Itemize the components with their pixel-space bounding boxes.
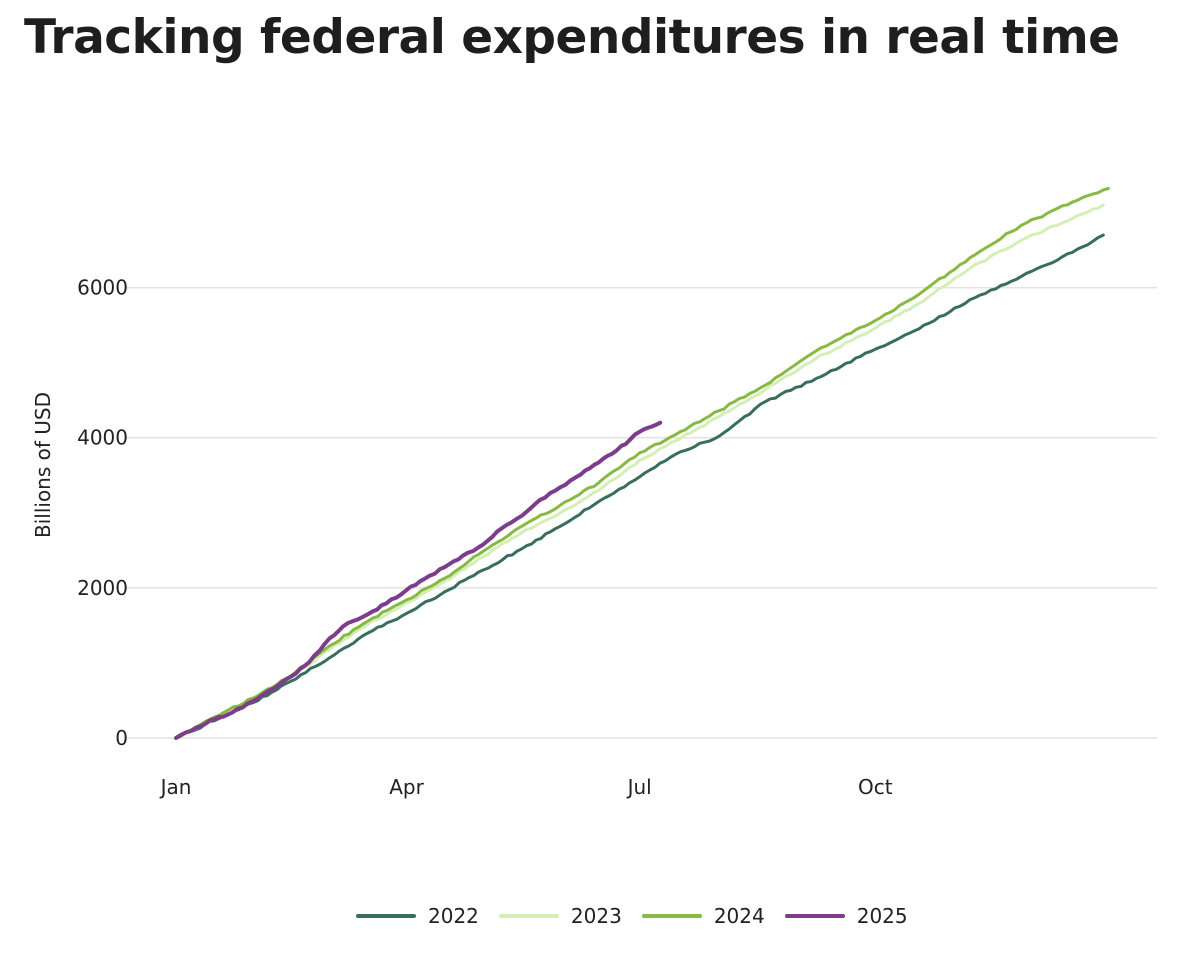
legend-swatch: [641, 914, 702, 918]
y-axis-title: Billions of USD: [31, 392, 55, 538]
y-tick-label: 4000: [77, 426, 128, 450]
x-tick-label: Jul: [626, 775, 652, 799]
series-lines: [174, 187, 1110, 740]
legend: 2022 2023 2024 2025: [356, 904, 908, 928]
legend-item-2023: 2023: [498, 904, 622, 928]
legend-label: 2023: [570, 904, 622, 928]
legend-item-2025: 2025: [784, 904, 908, 928]
x-axis-ticks: Jan Apr Jul Oct: [159, 775, 893, 799]
legend-swatch: [784, 914, 845, 918]
y-tick-label: 2000: [77, 576, 128, 600]
page-title: Tracking federal expenditures in real ti…: [24, 10, 1120, 65]
chart: 0 2000 4000 6000 Jan Apr Jul Oct Billions of U…: [31, 187, 1157, 799]
y-tick-label: 0: [115, 726, 128, 750]
x-tick-label: Jan: [159, 775, 192, 799]
legend-item-2024: 2024: [641, 904, 765, 928]
y-tick-label: 6000: [77, 276, 128, 300]
legend-item-2022: 2022: [356, 904, 479, 928]
series-line-2025: [174, 420, 663, 740]
series-line-2024: [174, 187, 1110, 740]
legend-swatch: [356, 914, 416, 918]
y-axis-ticks: 0 2000 4000 6000: [77, 276, 128, 750]
grid-lines: [125, 286, 1157, 739]
series-line-2023: [174, 203, 1105, 740]
legend-label: 2022: [428, 904, 479, 928]
legend-swatch: [498, 914, 559, 918]
legend-label: 2024: [713, 904, 765, 928]
series-line-2022: [174, 233, 1105, 740]
x-tick-label: Oct: [858, 775, 893, 799]
x-tick-label: Apr: [389, 775, 424, 799]
legend-label: 2025: [856, 904, 908, 928]
